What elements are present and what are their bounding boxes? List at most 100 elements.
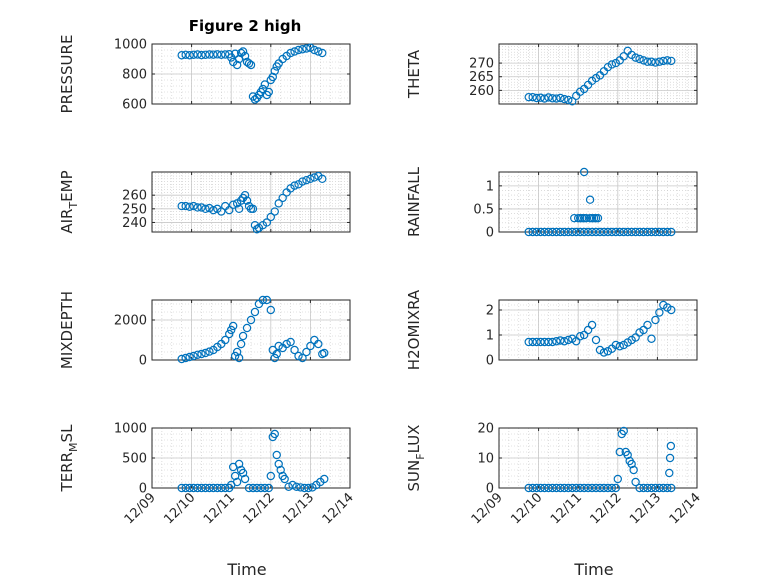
data-point: [593, 213, 603, 223]
data-point: [177, 483, 186, 493]
data-point: [552, 337, 561, 346]
data-point: [290, 181, 299, 190]
data-point: [524, 483, 533, 493]
data-point: [226, 325, 236, 335]
data-point: [260, 80, 270, 89]
data-point: [667, 305, 676, 315]
data-point: [540, 227, 549, 237]
data-point: [568, 97, 577, 106]
data-point: [236, 339, 246, 349]
data-point: [286, 337, 295, 347]
data-point: [270, 207, 279, 216]
data-point: [603, 483, 613, 493]
y-axis-label: THETA: [405, 49, 423, 99]
data-point: [300, 483, 309, 493]
data-point: [318, 48, 327, 58]
data-point: [556, 93, 565, 103]
data-point: [248, 204, 258, 214]
data-point: [572, 483, 581, 493]
data-point: [528, 483, 537, 493]
data-point: [270, 429, 279, 439]
data-point: [294, 351, 303, 361]
data-point: [611, 227, 621, 237]
data-point: [260, 483, 270, 493]
data-point: [310, 45, 319, 55]
data-point: [189, 201, 198, 211]
y-tick-label: 250: [122, 202, 147, 217]
data-point: [579, 330, 589, 340]
data-point: [181, 353, 190, 363]
y-axis-label: SUNFLUX: [405, 425, 427, 492]
data-point: [552, 227, 561, 237]
data-point: [667, 483, 676, 493]
data-point: [631, 477, 640, 487]
data-point: [655, 483, 664, 493]
data-point: [276, 465, 285, 475]
data-point: [651, 58, 660, 67]
data-point: [242, 323, 252, 333]
y-tick-label: 270: [469, 57, 494, 72]
data-point: [572, 337, 581, 346]
data-point: [544, 337, 553, 347]
data-point: [306, 341, 315, 351]
data-point: [639, 483, 648, 493]
data-point: [310, 173, 319, 182]
panel-rainfall: 0 0.5 1 RAINFALL: [405, 166, 698, 241]
data-point: [607, 483, 617, 493]
data-point: [244, 483, 254, 493]
axes-box: [498, 171, 698, 233]
data-point: [655, 227, 664, 237]
y-axis-label: PRESSURE: [58, 35, 76, 114]
data-point: [201, 483, 210, 493]
data-point: [575, 227, 585, 237]
data-point: [197, 349, 206, 359]
data-point: [532, 337, 541, 347]
data-point: [564, 483, 573, 493]
data-point: [524, 227, 533, 237]
y-tick-label: 800: [122, 68, 147, 83]
data-point: [221, 335, 230, 345]
data-point: [201, 50, 210, 60]
data-point: [244, 59, 254, 68]
data-point: [639, 325, 648, 335]
data-point: [643, 57, 652, 66]
data-point: [268, 72, 277, 82]
y-tick-label: 0.5: [473, 202, 494, 217]
data-point: [556, 227, 565, 237]
data-point: [595, 483, 605, 493]
data-point: [298, 45, 307, 54]
data-point: [225, 329, 234, 339]
data-point: [528, 92, 537, 102]
x-tick-label: 12/11: [201, 490, 238, 527]
data-point: [556, 336, 565, 345]
data-point: [631, 333, 640, 342]
data-point: [647, 483, 656, 493]
data-point: [213, 50, 222, 59]
data-point: [647, 334, 656, 343]
data-point: [643, 320, 652, 330]
data-point: [615, 447, 624, 457]
y-tick-label: 500: [122, 452, 147, 467]
data-point: [217, 50, 226, 60]
figure-title: Figure 2 high: [189, 17, 302, 35]
data-point: [583, 227, 593, 237]
y-axis-label: MIXDEPTH: [58, 291, 76, 369]
data-point: [189, 50, 198, 60]
y-tick-label: 0: [486, 354, 494, 369]
data-point: [572, 227, 581, 237]
data-point: [228, 321, 238, 331]
data-point: [615, 227, 624, 237]
data-point: [667, 56, 676, 66]
data-point: [568, 227, 577, 237]
data-point: [286, 48, 295, 58]
data-point: [262, 218, 272, 227]
data-point: [631, 227, 640, 237]
data-point: [232, 347, 242, 357]
data-point: [591, 335, 601, 345]
data-point: [556, 483, 565, 493]
data-point: [205, 347, 214, 356]
data-point: [262, 295, 272, 305]
y-tick-label: 0: [486, 226, 494, 241]
axes-box: [151, 171, 351, 233]
